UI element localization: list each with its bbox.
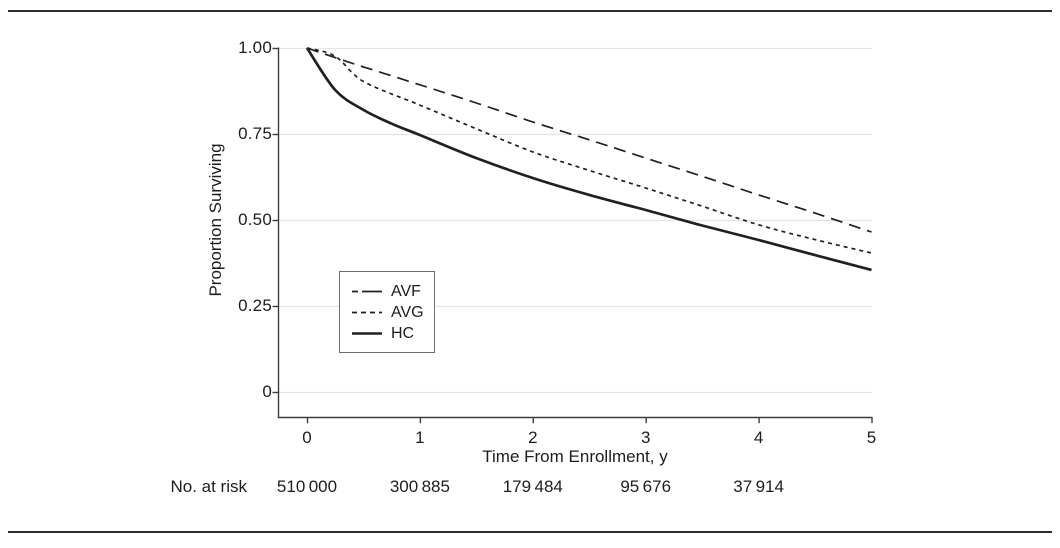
- y-tick-label: 0.50: [238, 210, 272, 229]
- at-risk-label: No. at risk: [170, 477, 247, 496]
- x-tick-label: 4: [753, 428, 764, 447]
- short-dash-line-icon: [352, 311, 382, 314]
- legend-entry: AVG: [340, 302, 434, 323]
- solid-line-icon: [352, 332, 382, 335]
- figure-top-rule: [8, 10, 1052, 12]
- y-tick-label: 0.25: [238, 296, 272, 315]
- at-risk-value: 179 484: [502, 477, 563, 496]
- legend-entry: AVF: [340, 281, 434, 302]
- y-tick-label: 0.75: [238, 124, 272, 143]
- curve-avf: [306, 47, 872, 233]
- legend: AVF AVG HC: [339, 271, 435, 353]
- legend-label: HC: [391, 325, 415, 342]
- y-tick-label: 1.00: [238, 38, 272, 57]
- x-axis-title: Time From Enrollment, y: [482, 447, 668, 466]
- y-tick-label: 0: [262, 382, 272, 401]
- at-risk-value: 95 676: [620, 477, 672, 496]
- at-risk-value: 37 914: [733, 477, 784, 496]
- curve-avg: [306, 47, 872, 254]
- curve-hc: [305, 47, 872, 272]
- x-tick-label: 3: [640, 428, 651, 447]
- x-tick-label: 1: [415, 428, 425, 447]
- legend-label: AVG: [391, 304, 424, 321]
- figure-bottom-rule: [8, 531, 1052, 533]
- long-dash-line-icon: [352, 290, 382, 293]
- x-tick-label: 5: [866, 428, 877, 447]
- x-tick-label: 2: [528, 428, 538, 447]
- at-risk-value: 510 000: [276, 477, 338, 496]
- legend-entry: HC: [340, 323, 434, 344]
- x-tick-label: 0: [302, 428, 312, 447]
- at-risk-value: 300 885: [389, 477, 450, 496]
- legend-label: AVF: [391, 283, 421, 300]
